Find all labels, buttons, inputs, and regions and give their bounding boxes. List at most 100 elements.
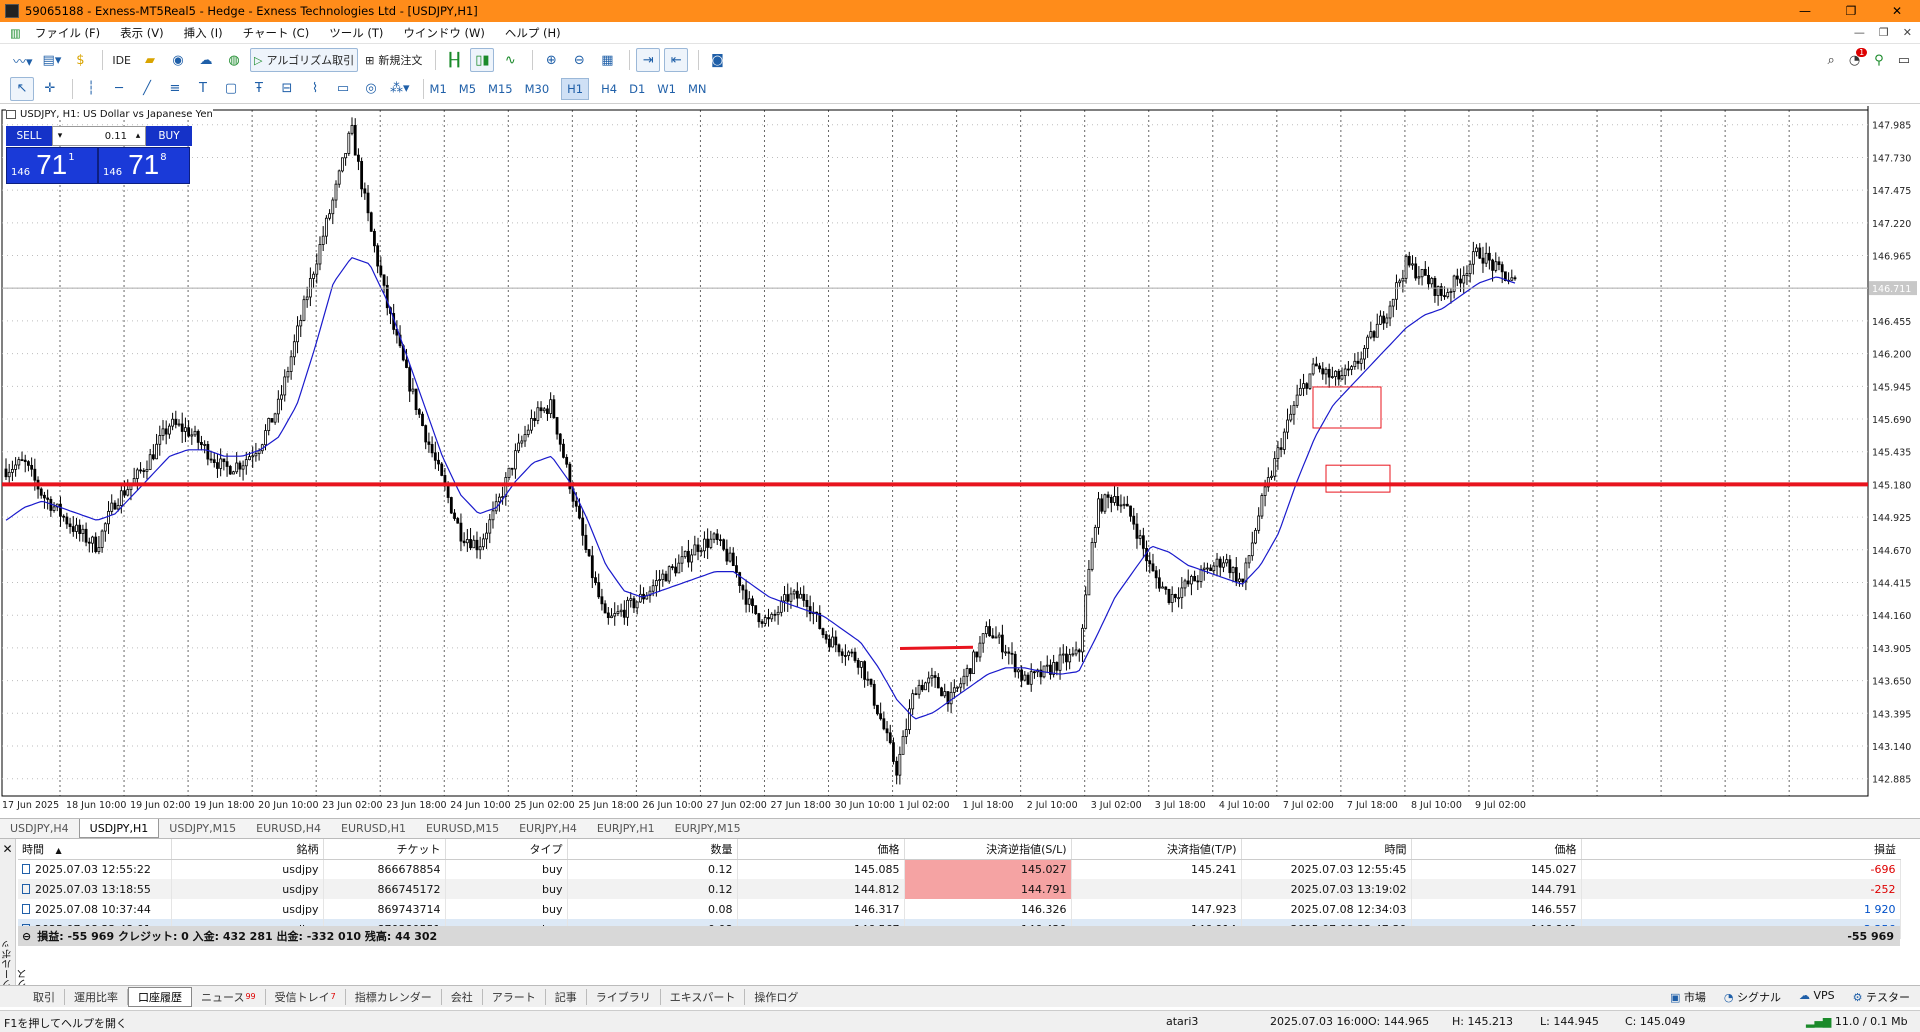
tab-company[interactable]: 会社 xyxy=(442,988,483,1005)
table-row[interactable]: 2025.07.08 10:37:44 usdjpy 869743714 buy… xyxy=(18,899,1901,919)
indicator-icon[interactable]: ⌇ xyxy=(311,81,319,96)
tab-library[interactable]: ライブラリ xyxy=(587,988,661,1005)
col-price[interactable]: 価格 xyxy=(737,839,905,860)
menu-file[interactable]: ファイル (F) xyxy=(34,25,101,40)
menu-window[interactable]: ウインドウ (W) xyxy=(403,25,485,40)
market-icon[interactable]: $ xyxy=(76,52,85,68)
connection-status[interactable]: ▂▄▆ 11.0 / 0.1 Mb xyxy=(1806,1015,1908,1028)
chart-tab[interactable]: USDJPY,M15 xyxy=(169,822,237,835)
chart-tab[interactable]: USDJPY,H4 xyxy=(10,822,69,835)
volume-value[interactable]: 0.11 xyxy=(104,130,127,142)
text-label-icon[interactable]: Ŧ xyxy=(255,81,263,96)
chart-tab-active[interactable]: USDJPY,H1 xyxy=(78,819,160,838)
fibonacci-icon[interactable]: ⊟ xyxy=(281,81,293,96)
tester-button[interactable]: ⚙ テスター xyxy=(1853,989,1910,1005)
algo-trading-button[interactable]: ▷ アルゴリズム取引 xyxy=(250,48,359,72)
child-close-button[interactable]: ✕ xyxy=(1902,26,1912,39)
zoom-out-icon[interactable]: ⊖ xyxy=(573,52,585,68)
screenshot-icon[interactable]: ◙ xyxy=(711,52,724,68)
search-icon[interactable]: ⌕ xyxy=(1827,52,1835,68)
tf-mn[interactable]: MN xyxy=(687,81,707,96)
chart-tab[interactable]: EURUSD,H4 xyxy=(256,822,322,835)
tab-trade[interactable]: 取引 xyxy=(24,988,65,1005)
menu-insert[interactable]: 挿入 (I) xyxy=(183,25,223,40)
more-objects-icon[interactable]: ⁂▾ xyxy=(390,81,410,96)
sell-price[interactable]: 146 71 1 xyxy=(6,147,98,184)
chart-tab[interactable]: EURJPY,H1 xyxy=(596,822,655,835)
minimize-button[interactable]: — xyxy=(1799,4,1811,18)
trendline-icon[interactable]: ╱ xyxy=(143,81,151,96)
close-toolbox-icon[interactable]: ✕ xyxy=(2,842,13,856)
tf-m5[interactable]: M5 xyxy=(458,81,477,96)
chart-tab[interactable]: EURUSD,M15 xyxy=(425,822,500,835)
channel-icon[interactable]: ≡ xyxy=(169,81,181,96)
table-row[interactable]: 2025.07.03 13:18:55 usdjpy 866745172 buy… xyxy=(18,879,1901,899)
tab-exposure[interactable]: 運用比率 xyxy=(65,988,128,1005)
grid-icon[interactable]: ▦ xyxy=(601,52,614,68)
sell-button[interactable]: SELL xyxy=(6,126,52,146)
crosshair-icon[interactable]: ✛ xyxy=(44,81,56,96)
bar-chart-icon[interactable]: ┠┨ xyxy=(446,52,463,68)
menu-tools[interactable]: ツール (T) xyxy=(329,25,384,40)
market-button[interactable]: ▣ 市場 xyxy=(1670,989,1706,1005)
chart-tab[interactable]: EURUSD,H1 xyxy=(341,822,406,835)
vps-button[interactable]: ☁ VPS xyxy=(1799,989,1835,1005)
child-restore-button[interactable]: ❐ xyxy=(1878,26,1889,39)
notifications-icon[interactable]: ◔ 1 xyxy=(1849,47,1868,68)
autoscroll-icon[interactable]: ⇥ xyxy=(636,48,661,72)
menu-chart[interactable]: チャート (C) xyxy=(242,25,310,40)
col-type[interactable]: タイプ xyxy=(445,839,568,860)
vertical-line-icon[interactable]: ┆ xyxy=(87,81,95,96)
menu-help[interactable]: ヘルプ (H) xyxy=(504,25,561,40)
tf-w1[interactable]: W1 xyxy=(657,81,676,96)
status-profile[interactable]: atari3 xyxy=(1166,1015,1199,1028)
collapse-icon[interactable]: ⊖ xyxy=(22,929,32,943)
child-minimize-button[interactable]: — xyxy=(1853,26,1865,39)
col-tp[interactable]: 決済指値(T/P) xyxy=(1071,839,1242,860)
lock-icon[interactable]: ▰ xyxy=(145,52,156,68)
chart-shift-icon[interactable]: ⇤ xyxy=(664,48,689,72)
globe-icon[interactable]: ◍ xyxy=(228,52,240,68)
col-close-time[interactable]: 時間 xyxy=(1241,839,1412,860)
ide-button[interactable]: IDE xyxy=(112,53,132,67)
tab-journal[interactable]: 操作ログ xyxy=(754,990,799,1004)
tab-calendar[interactable]: 指標カレンダー xyxy=(346,988,442,1005)
templates-icon[interactable]: ▤▾ xyxy=(42,52,62,68)
tab-news[interactable]: ニュース 99 xyxy=(192,988,266,1005)
volume-down-icon[interactable]: ▾ xyxy=(57,131,63,141)
tf-h4[interactable]: H4 xyxy=(601,81,618,96)
tab-articles[interactable]: 記事 xyxy=(546,988,587,1005)
menu-view[interactable]: 表示 (V) xyxy=(120,25,164,40)
price-chart[interactable]: 147.985 147.730 147.475 147.220 146.965 146.7… xyxy=(0,106,1920,818)
tf-m15[interactable]: M15 xyxy=(488,81,513,96)
button-object-icon[interactable]: ▭ xyxy=(336,81,350,96)
table-row[interactable]: 2025.07.03 12:55:22 usdjpy 866678854 buy… xyxy=(18,859,1901,879)
col-open-time[interactable]: 時間 ▲ xyxy=(18,839,172,860)
layout-icon[interactable]: ▭ xyxy=(1897,52,1910,68)
cloud-icon[interactable]: ☁ xyxy=(199,52,213,68)
rectangle-icon[interactable]: ▢ xyxy=(224,81,238,96)
tab-experts[interactable]: エキスパート xyxy=(661,988,746,1005)
horizontal-line-icon[interactable]: ─ xyxy=(115,81,123,96)
tab-history[interactable]: 口座履歴 xyxy=(128,986,192,1007)
buy-button[interactable]: BUY xyxy=(146,126,192,146)
col-ticket[interactable]: チケット xyxy=(323,839,446,860)
tf-d1[interactable]: D1 xyxy=(629,81,646,96)
chart-tab[interactable]: EURJPY,H4 xyxy=(519,822,577,835)
tab-mailbox[interactable]: 受信トレイ 7 xyxy=(266,988,346,1005)
cursor-icon[interactable]: ↖ xyxy=(10,76,34,101)
col-close-price[interactable]: 価格 xyxy=(1411,839,1582,860)
chart-area[interactable]: 147.985 147.730 147.475 147.220 146.965 146.7… xyxy=(0,106,1920,818)
connection-icon[interactable]: ⚲ xyxy=(1874,52,1884,68)
tf-h1[interactable]: H1 xyxy=(561,77,590,100)
tf-m30[interactable]: M30 xyxy=(524,81,550,96)
chart-tab[interactable]: EURJPY,M15 xyxy=(674,822,741,835)
text-icon[interactable]: T xyxy=(199,81,207,96)
col-sl[interactable]: 決済逆指値(S/L) xyxy=(904,839,1072,860)
new-order-button[interactable]: ⊞ 新規注文 xyxy=(362,48,425,72)
zoom-in-icon[interactable]: ⊕ xyxy=(545,52,557,68)
candles-icon[interactable]: ▯▮ xyxy=(470,48,495,72)
volume-field[interactable]: ▾ 0.11 ▴ xyxy=(52,126,146,146)
signal-icon[interactable]: ◉ xyxy=(172,52,184,68)
volume-up-icon[interactable]: ▴ xyxy=(135,131,141,141)
